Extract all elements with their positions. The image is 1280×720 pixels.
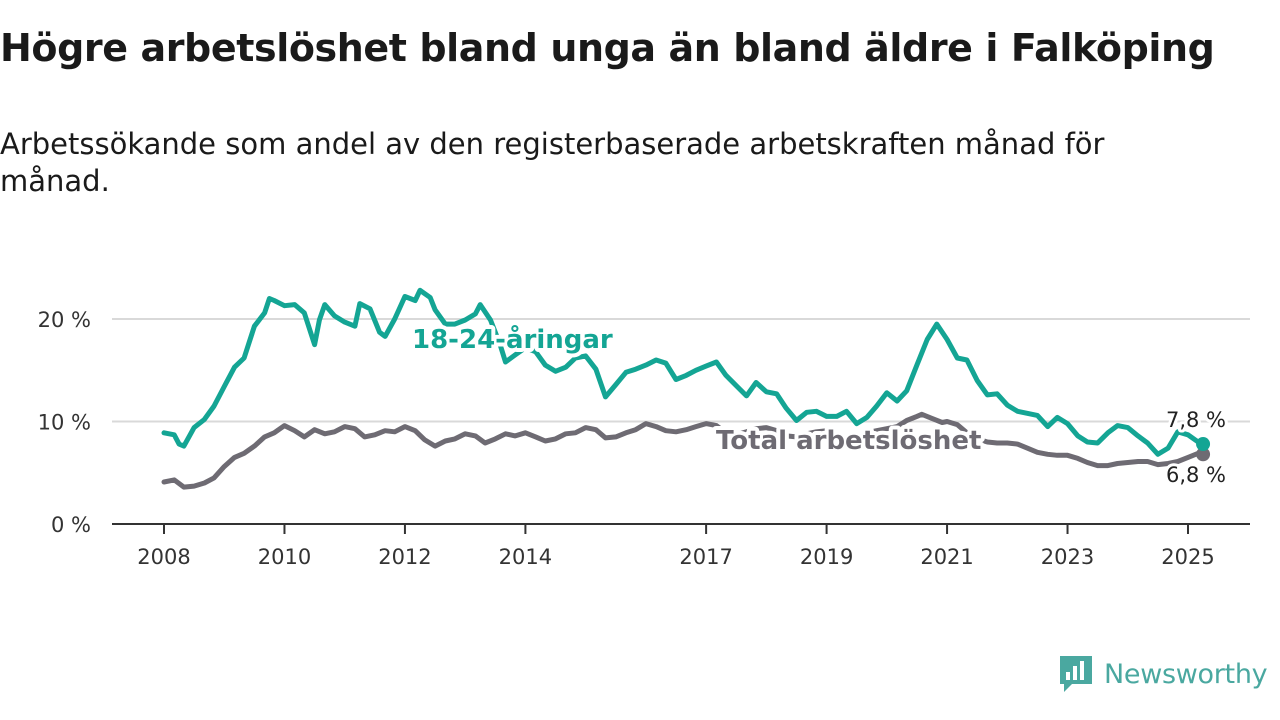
bar-chart-speech-icon (1060, 656, 1092, 692)
y-tick-label: 20 % (38, 308, 91, 332)
end-point-youth (1196, 437, 1211, 452)
y-tick-label: 10 % (38, 411, 91, 435)
series-label-youth-halo: 18-24-åringar (412, 323, 613, 355)
end-point-total (1196, 447, 1211, 462)
series-label-total-halo: Total arbetslöshet (716, 426, 981, 456)
newsworthy-logo: Newsworthy (1058, 654, 1268, 694)
line-chart: 0 % 10 % 20 % 2008 2010 2012 2014 2017 2019 2021… (38, 287, 1250, 569)
logo-text: Newsworthy (1104, 658, 1268, 690)
end-label-total: 6,8 % (1166, 463, 1226, 487)
end-label-youth: 7,8 % (1166, 408, 1226, 432)
x-axis-ticks: 2008 2010 2012 2014 2017 2019 2021 2023 2025 (112, 523, 1250, 569)
x-tick-label: 2010 (258, 545, 311, 569)
x-tick-label: 2019 (800, 545, 853, 569)
end-label-total-halo: 6,8 % (1166, 463, 1226, 487)
end-label-youth-halo: 7,8 % (1166, 408, 1226, 432)
y-axis-tick-labels: 0 % 10 % 20 % (38, 308, 91, 537)
x-tick-label: 2021 (920, 545, 973, 569)
series-line-total (161, 411, 1206, 490)
y-tick-label: 0 % (51, 513, 91, 537)
x-tick-label: 2012 (378, 545, 431, 569)
series-lines (161, 287, 1211, 490)
x-tick-label: 2017 (679, 545, 732, 569)
series-line-youth (161, 287, 1206, 457)
chart-subtitle: Arbetssökande som andel av den registerb… (0, 127, 1105, 198)
x-tick-label: 2023 (1041, 545, 1094, 569)
x-tick-label: 2008 (137, 545, 190, 569)
chart-title: Högre arbetslöshet bland unga än bland ä… (0, 26, 1215, 70)
series-label-youth: 18-24-åringar (412, 323, 613, 355)
x-tick-label: 2025 (1161, 545, 1214, 569)
grid-lines (112, 318, 1250, 423)
series-label-total: Total arbetslöshet (716, 426, 981, 456)
x-tick-label: 2014 (499, 545, 552, 569)
